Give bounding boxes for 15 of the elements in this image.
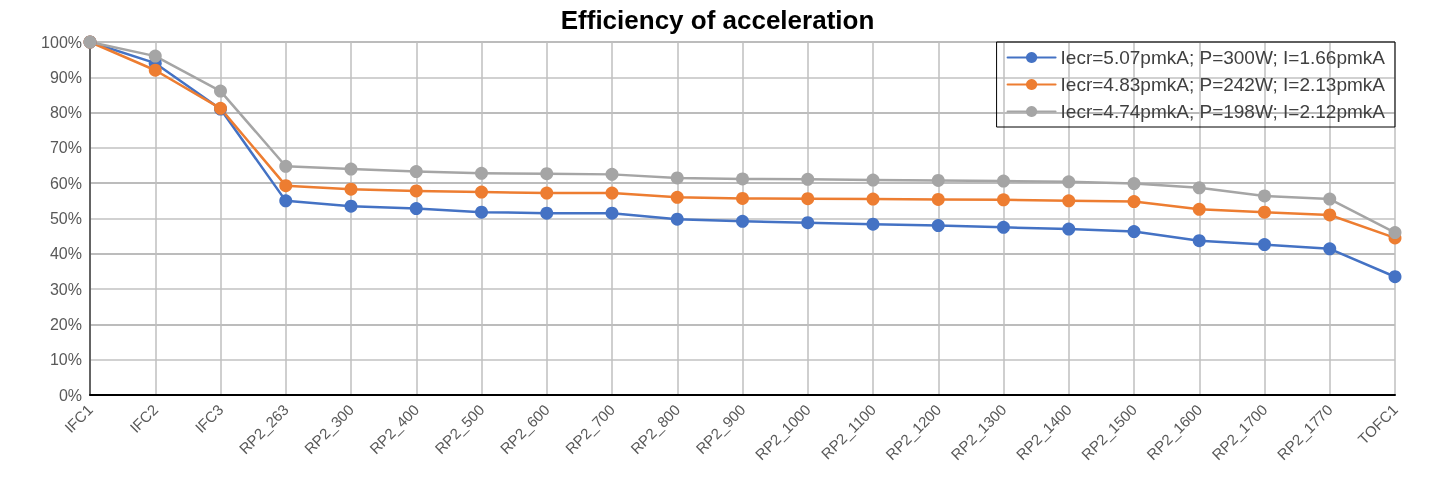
legend-label: Iecr=4.74pmkA; P=198W; I=2.12pmkA	[1060, 101, 1386, 122]
y-tick-label: 10%	[49, 351, 82, 369]
y-tick-label: 60%	[49, 174, 82, 192]
legend-label: Iecr=4.83pmkA; P=242W; I=2.13pmkA	[1060, 74, 1386, 95]
y-tick-label: 100%	[41, 33, 82, 51]
chart-title: Efficiency of acceleration	[560, 5, 875, 35]
y-tick-label: 70%	[49, 139, 82, 157]
legend-label: Iecr=5.07pmkA; P=300W; I=1.66pmkA	[1060, 47, 1386, 68]
y-tick-label: 20%	[49, 315, 82, 333]
y-tick-label: 80%	[49, 104, 82, 122]
y-tick-label: 40%	[49, 245, 82, 263]
y-tick-label: 30%	[49, 280, 82, 298]
y-tick-label: 90%	[49, 68, 82, 86]
y-tick-label: 0%	[58, 386, 82, 404]
y-tick-label: 50%	[49, 210, 82, 227]
